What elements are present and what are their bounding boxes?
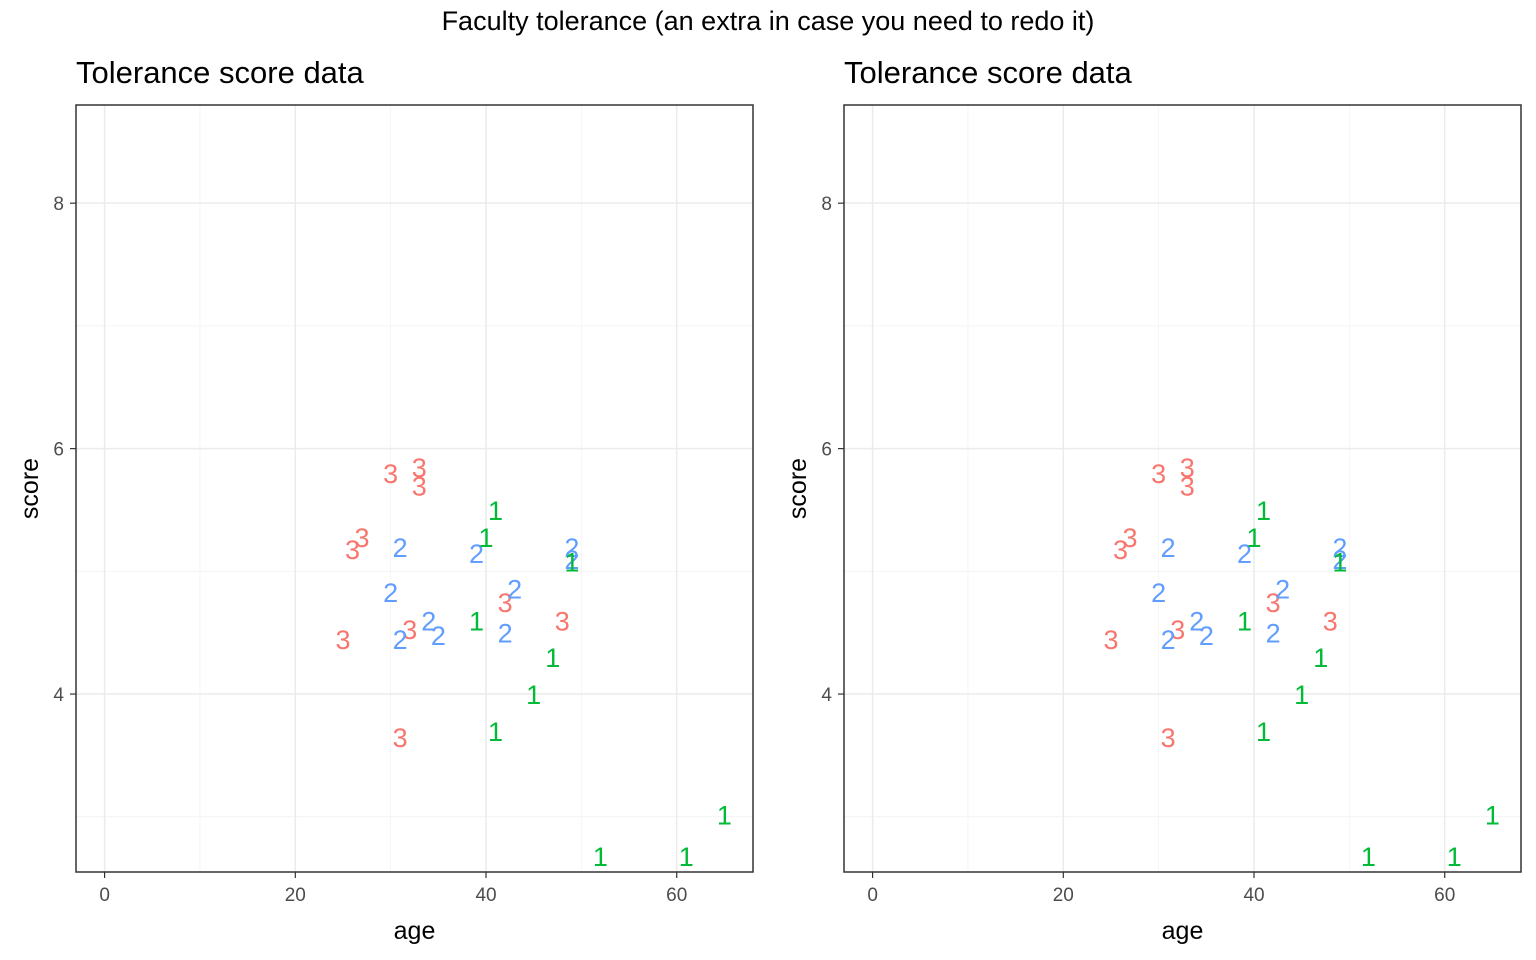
data-point-group-1: 1 bbox=[1361, 842, 1376, 872]
y-axis-label: score bbox=[784, 458, 812, 519]
data-point-group-3: 3 bbox=[1323, 606, 1338, 636]
data-point-group-1: 1 bbox=[593, 842, 608, 872]
data-point-group-2: 2 bbox=[1161, 533, 1176, 563]
x-tick-label: 60 bbox=[666, 885, 687, 906]
data-point-group-3: 3 bbox=[335, 625, 350, 655]
data-point-group-3: 3 bbox=[1180, 471, 1195, 501]
data-point-group-3: 3 bbox=[402, 615, 417, 645]
data-point-group-3: 3 bbox=[1180, 453, 1195, 483]
data-point-group-1: 1 bbox=[1313, 643, 1328, 673]
data-point-group-3: 3 bbox=[1266, 588, 1281, 618]
tick-layer: 0 20 40 60 4 6 8 bbox=[821, 194, 1455, 906]
data-point-group-1: 1 bbox=[679, 842, 694, 872]
data-point-group-2: 2 bbox=[421, 606, 436, 636]
data-point-group-2: 2 bbox=[498, 619, 513, 649]
data-point-group-1: 1 bbox=[1485, 800, 1500, 830]
data-point-group-1: 1 bbox=[478, 523, 493, 553]
data-point-group-1: 1 bbox=[488, 717, 503, 747]
x-tick-label: 20 bbox=[285, 885, 306, 906]
data-point-group-1: 1 bbox=[564, 548, 579, 578]
data-point-group-3: 3 bbox=[383, 459, 398, 489]
data-point-group-3: 3 bbox=[1103, 625, 1118, 655]
x-tick-label: 20 bbox=[1053, 885, 1074, 906]
data-point-group-3: 3 bbox=[1123, 523, 1138, 553]
x-tick-label: 60 bbox=[1434, 885, 1455, 906]
data-point-group-1: 1 bbox=[545, 643, 560, 673]
tick-layer: 0 20 40 60 4 6 8 bbox=[53, 194, 687, 906]
data-point-group-3: 3 bbox=[555, 606, 570, 636]
data-point-group-2: 2 bbox=[1332, 533, 1347, 563]
data-point-group-1: 1 bbox=[1294, 680, 1309, 710]
data-point-group-1: 1 bbox=[1246, 523, 1261, 553]
panel-border bbox=[75, 104, 754, 873]
y-axis-label: score bbox=[16, 458, 44, 519]
data-point-group-2: 2 bbox=[1275, 575, 1290, 605]
data-point-group-1: 1 bbox=[1256, 717, 1271, 747]
data-point-group-2: 2 bbox=[1189, 606, 1204, 636]
data-point-group-3: 3 bbox=[412, 453, 427, 483]
data-point-group-1: 1 bbox=[717, 800, 732, 830]
data-point-group-2: 2 bbox=[393, 533, 408, 563]
data-point-group-3: 3 bbox=[345, 535, 360, 565]
data-point-group-2: 2 bbox=[564, 533, 579, 563]
y-tick-label: 6 bbox=[53, 440, 64, 461]
data-point-group-2: 2 bbox=[507, 575, 522, 605]
data-point-group-3: 3 bbox=[1113, 535, 1128, 565]
grid-layer bbox=[844, 105, 1521, 872]
figure-title: Faculty tolerance (an extra in case you … bbox=[441, 6, 1095, 36]
data-point-group-3: 3 bbox=[412, 471, 427, 501]
y-tick-label: 8 bbox=[53, 194, 64, 215]
data-point-group-2: 2 bbox=[1161, 625, 1176, 655]
data-point-group-2: 2 bbox=[1237, 539, 1252, 569]
panel-title: Tolerance score data bbox=[844, 55, 1133, 90]
data-point-group-1: 1 bbox=[469, 606, 484, 636]
x-tick-label: 0 bbox=[99, 885, 110, 906]
data-point-group-1: 1 bbox=[488, 496, 503, 526]
panel-border bbox=[843, 104, 1522, 873]
y-tick-label: 6 bbox=[821, 440, 832, 461]
data-point-group-2: 2 bbox=[393, 625, 408, 655]
data-point-group-3: 3 bbox=[1151, 459, 1166, 489]
data-point-group-3: 3 bbox=[393, 723, 408, 753]
data-point-group-1: 1 bbox=[1237, 606, 1252, 636]
data-point-group-2: 2 bbox=[431, 621, 446, 651]
data-point-group-3: 3 bbox=[355, 523, 370, 553]
x-tick-label: 0 bbox=[867, 885, 878, 906]
data-point-group-2: 2 bbox=[469, 539, 484, 569]
data-point-group-2: 2 bbox=[383, 578, 398, 608]
x-tick-label: 40 bbox=[1243, 885, 1264, 906]
data-point-group-1: 1 bbox=[1256, 496, 1271, 526]
y-tick-label: 8 bbox=[821, 194, 832, 215]
data-point-group-2: 2 bbox=[1332, 545, 1347, 575]
y-tick-label: 4 bbox=[821, 685, 832, 706]
data-point-group-3: 3 bbox=[498, 588, 513, 618]
x-tick-label: 40 bbox=[475, 885, 496, 906]
x-axis-label: age bbox=[394, 917, 436, 945]
data-point-group-3: 3 bbox=[1161, 723, 1176, 753]
data-point-group-1: 1 bbox=[1447, 842, 1462, 872]
data-point-group-2: 2 bbox=[1199, 621, 1214, 651]
y-tick-label: 4 bbox=[53, 685, 64, 706]
data-point-group-2: 2 bbox=[564, 545, 579, 575]
x-axis-label: age bbox=[1162, 917, 1204, 945]
grid-layer bbox=[76, 105, 753, 872]
data-point-group-3: 3 bbox=[1170, 615, 1185, 645]
panel-title: Tolerance score data bbox=[76, 55, 365, 90]
data-point-group-2: 2 bbox=[1151, 578, 1166, 608]
data-point-group-1: 1 bbox=[1332, 548, 1347, 578]
data-point-group-2: 2 bbox=[1266, 619, 1281, 649]
data-point-group-1: 1 bbox=[526, 680, 541, 710]
